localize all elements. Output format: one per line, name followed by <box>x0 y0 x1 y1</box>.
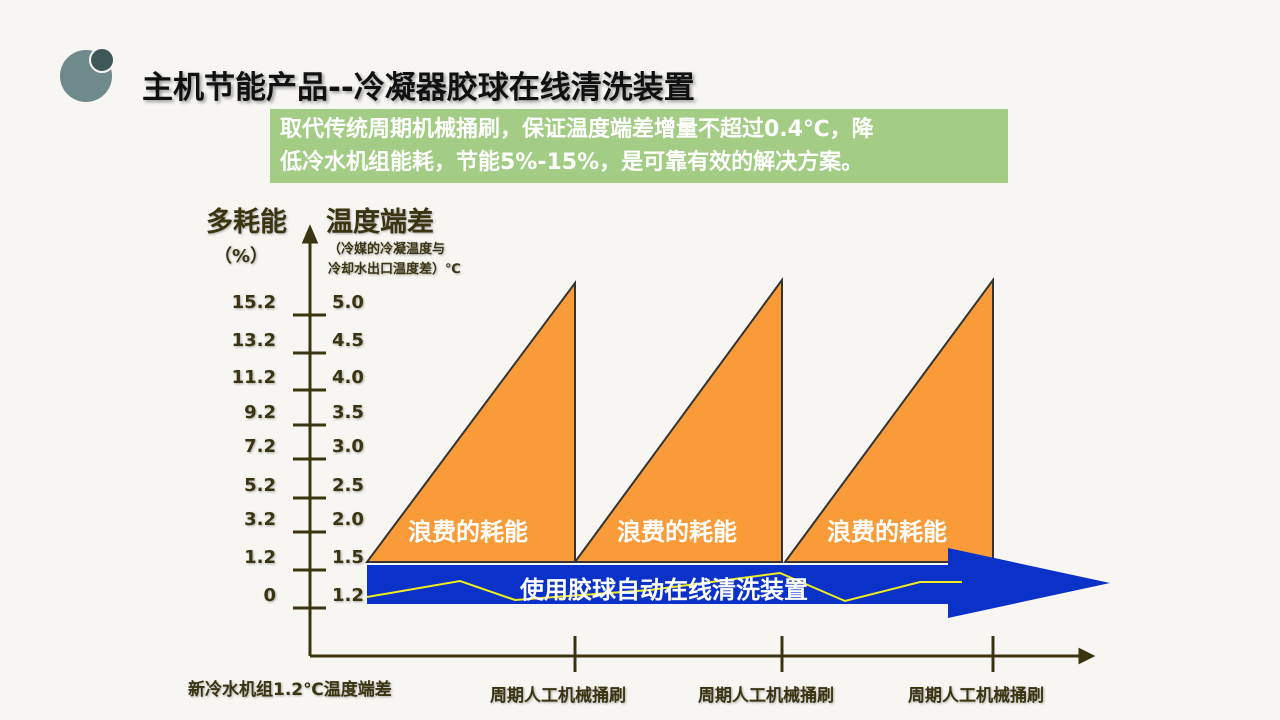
waste-label-1: 浪费的耗能 <box>408 518 528 546</box>
banner-line-1: 取代传统周期机械捅刷，保证温度端差增量不超过0.4℃，降 <box>280 117 874 142</box>
right-tick-label: 2.5 <box>332 475 364 496</box>
waste-label-2: 浪费的耗能 <box>617 518 737 546</box>
right-tick-label: 5.0 <box>332 292 364 313</box>
right-tick-label: 1.2 <box>332 585 364 606</box>
logo-circle-small <box>89 47 115 73</box>
blue-arrow <box>367 548 1110 618</box>
right-axis-title: 温度端差 <box>326 207 434 238</box>
right-tick-label: 4.5 <box>332 330 364 351</box>
left-axis-title: 多耗能 <box>206 207 287 238</box>
left-axis-unit: （%） <box>214 246 269 267</box>
right-tick-label: 3.5 <box>332 402 364 423</box>
x-label-new-unit: 新冷水机组1.2℃温度端差 <box>188 680 392 700</box>
right-axis-subtitle-2: 冷却水出口温度差）℃ <box>328 262 461 277</box>
temperature-line <box>366 571 962 603</box>
x-axis-arrowhead <box>1078 647 1096 665</box>
left-tick-label: 15.2 <box>231 292 276 313</box>
page-title: 主机节能产品--冷凝器胶球在线清洗装置 <box>142 70 695 106</box>
left-tick-label: 0 <box>263 585 276 606</box>
waste-triangle-3 <box>783 276 994 563</box>
x-label-brushing-2: 周期人工机械捅刷 <box>698 686 834 706</box>
left-tick-label: 5.2 <box>244 475 276 496</box>
x-label-brushing-3: 周期人工机械捅刷 <box>908 686 1044 706</box>
y-axis-arrowhead <box>301 224 319 244</box>
arrow-label: 使用胶球自动在线清洗装置 <box>520 576 808 604</box>
summary-banner: 取代传统周期机械捅刷，保证温度端差增量不超过0.4℃，降 低冷水机组能耗，节能5… <box>270 109 1008 183</box>
waste-triangle-1 <box>365 279 576 563</box>
left-tick-label: 7.2 <box>244 436 276 457</box>
right-tick-label: 2.0 <box>332 509 364 530</box>
x-label-brushing-1: 周期人工机械捅刷 <box>490 686 626 706</box>
left-tick-label: 3.2 <box>244 509 276 530</box>
left-tick-label: 13.2 <box>231 330 276 351</box>
left-tick-label: 1.2 <box>244 547 276 568</box>
banner-line-2: 低冷水机组能耗，节能5%-15%，是可靠有效的解决方案。 <box>280 150 864 175</box>
right-tick-label: 3.0 <box>332 436 364 457</box>
right-tick-label: 1.5 <box>332 547 364 568</box>
right-tick-label: 4.0 <box>332 367 364 388</box>
waste-triangle-2 <box>573 276 783 563</box>
left-tick-label: 11.2 <box>231 367 276 388</box>
waste-label-3: 浪费的耗能 <box>827 518 947 546</box>
right-axis-subtitle-1: （冷媒的冷凝温度与 <box>328 242 446 257</box>
left-tick-label: 9.2 <box>244 402 276 423</box>
